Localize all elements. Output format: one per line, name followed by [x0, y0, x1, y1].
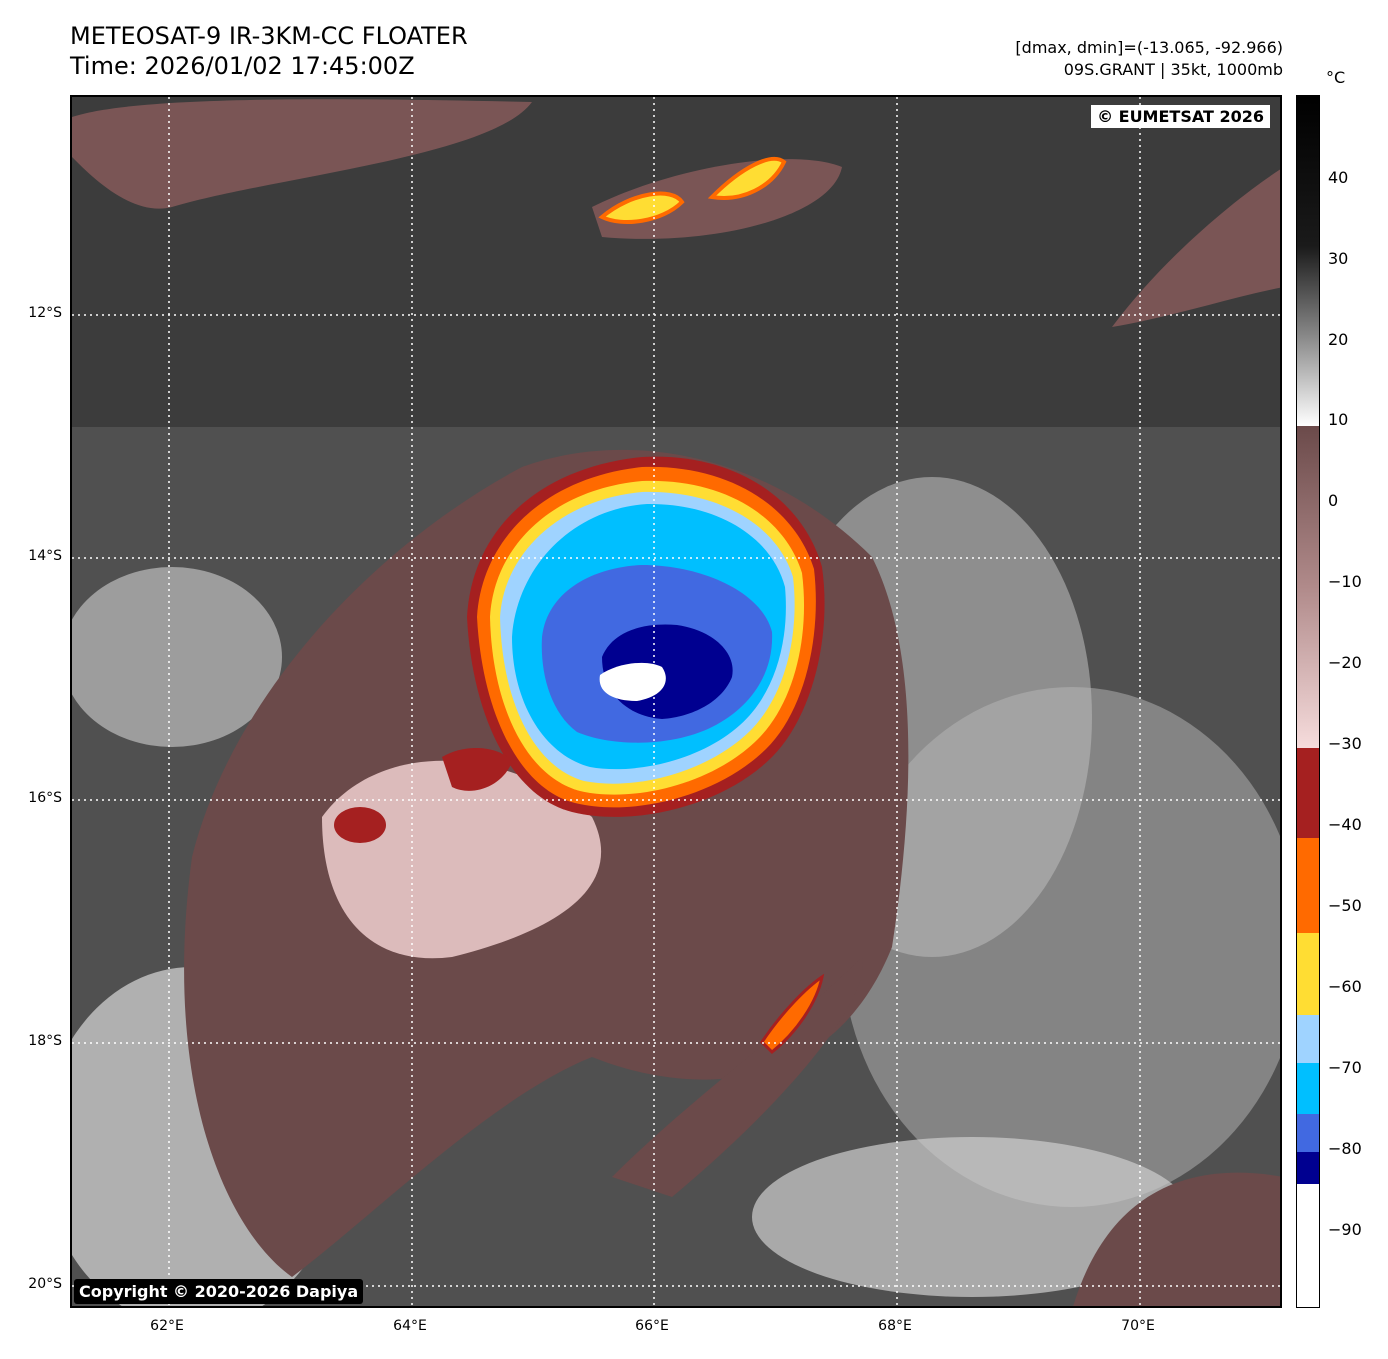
cloud-field-west — [72, 567, 282, 747]
temperature-colorbar — [1296, 95, 1320, 1308]
cbar-seg-cyan — [1297, 1063, 1319, 1114]
cbar-tick-minus50: −50 — [1328, 896, 1362, 915]
cbar-tick-40: 40 — [1328, 168, 1349, 187]
satellite-map[interactable]: © EUMETSAT 2026 Copyright © 2020-2026 Da… — [70, 95, 1282, 1308]
lon-label-64e: 64°E — [393, 1318, 427, 1334]
cirrus-southeast — [1073, 1172, 1280, 1306]
cbar-seg-navy — [1297, 1152, 1319, 1184]
cbar-tick-minus80: −80 — [1328, 1139, 1362, 1158]
cold-spot-north-1 — [598, 191, 685, 224]
cold-spot-south — [760, 973, 825, 1055]
cbar-seg-black — [1297, 96, 1319, 246]
lon-label-68e: 68°E — [878, 1318, 912, 1334]
lon-label-70e: 70°E — [1121, 1318, 1155, 1334]
dmax-dmin-readout: [dmax, dmin]=(-13.065, -92.966) — [1015, 38, 1283, 57]
lat-label-16s: 16°S — [28, 790, 62, 806]
colorbar-unit: °C — [1326, 68, 1346, 87]
eumetsat-badge: © EUMETSAT 2026 — [1091, 105, 1270, 128]
map-title: METEOSAT-9 IR-3KM-CC FLOATER — [70, 22, 468, 50]
cold-spot-west — [334, 807, 386, 843]
lat-label-12s: 12°S — [28, 305, 62, 321]
lat-label-14s: 14°S — [28, 548, 62, 564]
lon-label-66e: 66°E — [635, 1318, 669, 1334]
cbar-seg-orange — [1297, 838, 1319, 933]
dark-red-arm — [442, 747, 512, 791]
storm-info: 09S.GRANT | 35kt, 1000mb — [1063, 60, 1283, 79]
cbar-seg-light-blue — [1297, 1015, 1319, 1063]
lon-label-62e: 62°E — [150, 1318, 184, 1334]
cbar-tick-20: 20 — [1328, 330, 1349, 349]
cbar-tick-minus20: −20 — [1328, 653, 1362, 672]
cbar-tick-10: 10 — [1328, 410, 1349, 429]
core-white — [599, 662, 666, 701]
map-time: Time: 2026/01/02 17:45:00Z — [70, 52, 415, 80]
cbar-tick-0: 0 — [1328, 491, 1339, 510]
lat-label-20s: 20°S — [28, 1276, 62, 1292]
cbar-tick-minus90: −90 — [1328, 1220, 1362, 1239]
lat-label-18s: 18°S — [28, 1033, 62, 1049]
cbar-seg-royal-blue — [1297, 1114, 1319, 1152]
cbar-tick-30: 30 — [1328, 249, 1349, 268]
cbar-tick-minus30: −30 — [1328, 734, 1362, 753]
gridlines — [72, 97, 1280, 1306]
cbar-seg-white — [1297, 1184, 1319, 1307]
cbar-tick-minus60: −60 — [1328, 977, 1362, 996]
ir-imagery — [72, 97, 1280, 1306]
pink-shield — [322, 760, 602, 959]
cirrus-northeast — [1112, 169, 1280, 327]
cloud-field-south — [752, 1137, 1192, 1297]
cbar-seg-dark-red — [1297, 748, 1319, 838]
cbar-tick-minus40: −40 — [1328, 815, 1362, 834]
cirrus-northwest — [72, 99, 532, 209]
cbar-tick-minus10: −10 — [1328, 572, 1362, 591]
cold-spot-north-2 — [707, 156, 787, 200]
cbar-seg-yellow — [1297, 933, 1319, 1015]
cbar-seg-gray — [1297, 246, 1319, 426]
cbar-seg-brown-pink — [1297, 426, 1319, 748]
cbar-tick-minus70: −70 — [1328, 1058, 1362, 1077]
copyright-badge: Copyright © 2020-2026 Dapiya — [74, 1279, 364, 1304]
